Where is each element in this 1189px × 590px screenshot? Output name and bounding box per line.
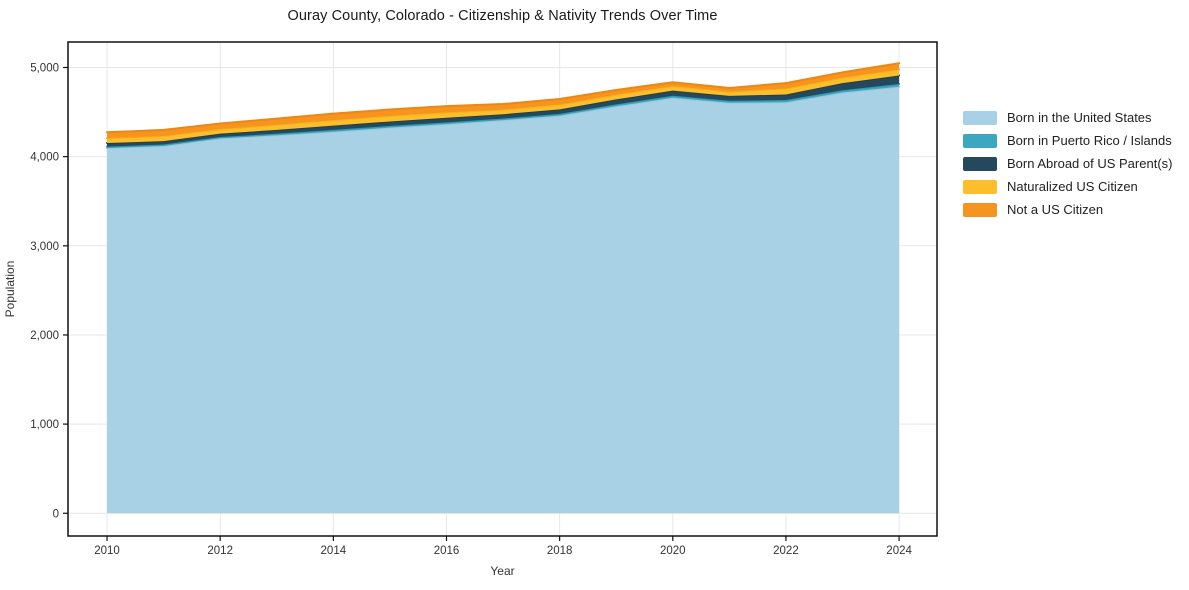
x-tick-label: 2022 [773, 545, 799, 557]
legend-swatch-icon [963, 156, 997, 171]
x-tick-label: 2016 [434, 545, 460, 557]
chart-title: Ouray County, Colorado - Citizenship & N… [287, 8, 718, 24]
x-tick-label: 2012 [207, 545, 233, 557]
x-tick-label: 2014 [321, 545, 347, 557]
legend-label: Born Abroad of US Parent(s) [1007, 156, 1173, 171]
legend-label: Naturalized US Citizen [1007, 179, 1138, 194]
y-axis-label: Population [3, 261, 17, 318]
area-topline [106, 62, 901, 134]
y-tick-label: 1,000 [30, 419, 59, 431]
legend-label: Born in the United States [1007, 110, 1152, 125]
y-tick-label: 0 [53, 508, 59, 520]
legend-swatch-icon [963, 202, 997, 217]
y-tick-label: 2,000 [30, 330, 59, 342]
x-tick-label: 2024 [886, 545, 912, 557]
x-tick-label: 2018 [547, 545, 573, 557]
area-not-a-us-citizen [107, 63, 900, 139]
x-axis-label: Year [490, 564, 514, 578]
legend: Born in the United States Born in Puerto … [963, 106, 1172, 221]
legend-item: Born in Puerto Rico / Islands [963, 129, 1172, 152]
y-tick-label: 5,000 [30, 62, 59, 74]
legend-item: Born in the United States [963, 106, 1172, 129]
legend-swatch-icon [963, 133, 997, 148]
y-tick-label: 4,000 [30, 152, 59, 164]
y-tick-label: 3,000 [30, 241, 59, 253]
legend-label: Not a US Citizen [1007, 202, 1104, 217]
legend-swatch-icon [963, 110, 997, 125]
area-born-in-the-united-states [107, 86, 900, 514]
x-tick-label: 2010 [94, 545, 120, 557]
legend-item: Naturalized US Citizen [963, 175, 1172, 198]
plot-border [67, 41, 938, 537]
legend-label: Born in Puerto Rico / Islands [1007, 133, 1172, 148]
x-tick-label: 2020 [660, 545, 686, 557]
area-naturalized-us-citizen [107, 69, 900, 144]
legend-item: Not a US Citizen [963, 198, 1172, 221]
legend-swatch-icon [963, 179, 997, 194]
legend-item: Born Abroad of US Parent(s) [963, 152, 1172, 175]
